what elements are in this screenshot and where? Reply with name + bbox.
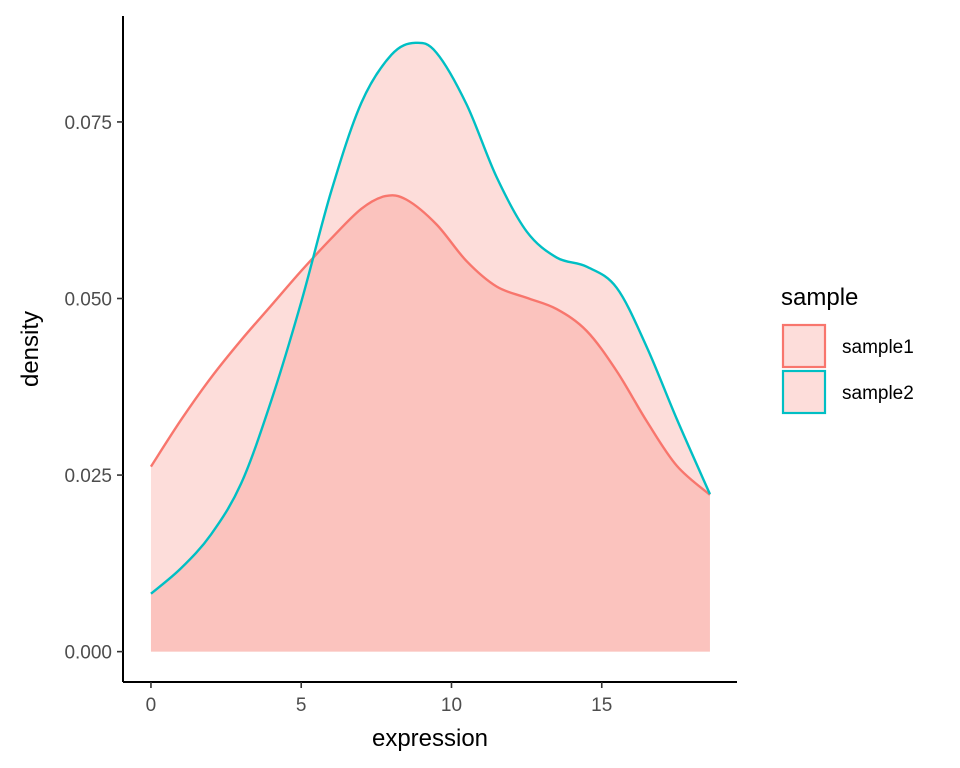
legend-title: sample — [781, 284, 858, 311]
density-areas — [150, 42, 710, 652]
x-tick-label: 10 — [441, 695, 462, 716]
y-tick-label: 0.075 — [64, 113, 112, 134]
density-lines — [149, 41, 712, 595]
sample1-line — [149, 194, 711, 496]
legend-key-sample2 — [781, 369, 827, 415]
axes: 0.000 0.025 0.050 0.075 0 5 10 15 — [64, 16, 737, 716]
legend: sample sample1 sample2 — [781, 284, 914, 415]
legend-label-sample1: sample1 — [842, 337, 914, 358]
sample2-line — [150, 41, 712, 595]
sample1-area — [150, 195, 710, 652]
x-tick-label: 5 — [296, 695, 307, 716]
y-axis-title: density — [17, 311, 44, 387]
y-tick-label: 0.025 — [64, 466, 112, 487]
x-tick-label: 15 — [591, 695, 612, 716]
y-tick-label: 0.000 — [64, 643, 112, 664]
legend-key-sample1 — [781, 323, 827, 369]
x-axis-title: expression — [372, 725, 488, 752]
legend-label-sample2: sample2 — [842, 383, 914, 404]
x-tick-label: 0 — [146, 695, 157, 716]
sample2-area — [150, 42, 710, 652]
y-tick-label: 0.050 — [64, 290, 112, 311]
